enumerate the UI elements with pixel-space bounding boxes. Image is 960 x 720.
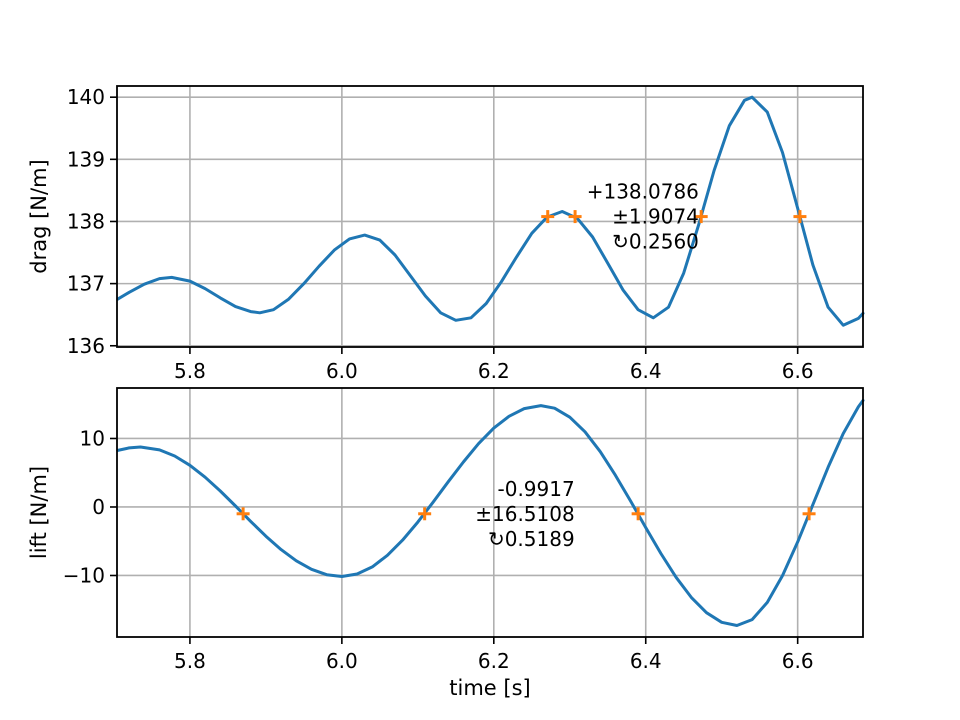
time-axis-label: time [s] <box>449 676 530 700</box>
drag-annotation-line-2: ±1.9074 <box>612 205 699 229</box>
x-tick-label: 5.8 <box>174 649 206 673</box>
y-tick-label: 138 <box>67 209 105 233</box>
y-tick-label: 0 <box>92 495 105 519</box>
y-tick-label: 140 <box>67 85 105 109</box>
drag-annotation: +138.0786 ±1.9074 ↻0.2560 <box>587 180 699 254</box>
y-tick-label: 137 <box>67 272 105 296</box>
x-tick-label: 6.6 <box>782 649 814 673</box>
axes-spines <box>116 85 864 348</box>
lift-curve <box>116 399 865 627</box>
drag-subplot: 5.8 6.0 6.2 6.4 6.6 136 137 138 139 140 <box>67 85 865 383</box>
y-tick-label: 139 <box>67 147 105 171</box>
y-tick-label: 10 <box>80 426 105 450</box>
x-tick-label: 6.2 <box>478 359 510 383</box>
drag-axis-label: drag [N/m] <box>27 159 51 273</box>
drag-crossing-marker <box>793 210 807 224</box>
lift-annotation-line-3: ↻0.5189 <box>488 527 575 551</box>
x-tick-label: 6.0 <box>326 649 358 673</box>
lift-crossing-marker <box>802 507 816 521</box>
lift-annotation: -0.9917 ±16.5108 ↻0.5189 <box>475 477 574 551</box>
x-tick-label: 6.6 <box>782 359 814 383</box>
lift-annotation-line-2: ±16.5108 <box>475 502 574 526</box>
x-tick-label: 6.4 <box>630 359 662 383</box>
lift-axis-label: lift [N/m] <box>27 466 51 559</box>
drag-crossing-marker <box>568 210 582 224</box>
axes-spines <box>116 387 864 638</box>
lift-crossing-marker <box>631 507 645 521</box>
drag-curve <box>116 95 865 327</box>
drag-annotation-line-3: ↻0.2560 <box>612 230 699 254</box>
x-tick-label: 6.4 <box>630 649 662 673</box>
lift-crossing-marker <box>418 507 432 521</box>
lift-crossing-marker <box>236 507 250 521</box>
drag-crossing-marker <box>541 210 555 224</box>
lift-subplot: 5.8 6.0 6.2 6.4 6.6 −10 0 10 <box>63 387 865 673</box>
x-tick-label: 5.8 <box>174 359 206 383</box>
y-tick-label: −10 <box>63 563 105 587</box>
drag-annotation-line-1: +138.0786 <box>587 180 699 204</box>
x-tick-label: 6.2 <box>478 649 510 673</box>
y-tick-label: 136 <box>67 334 105 358</box>
x-tick-label: 6.0 <box>326 359 358 383</box>
plots-layer: 5.8 6.0 6.2 6.4 6.6 136 137 138 139 140 5.8 6.0 6.2 6… <box>63 85 865 673</box>
lift-annotation-line-1: -0.9917 <box>498 477 575 501</box>
drag-crossing-marker <box>694 210 708 224</box>
